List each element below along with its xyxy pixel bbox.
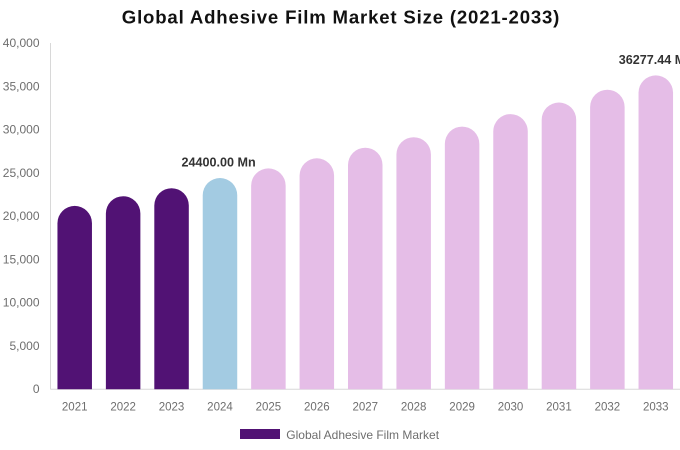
svg-text:20,000: 20,000 [3,209,40,223]
svg-text:Global Adhesive Film Market Si: Global Adhesive Film Market Size (2021-2… [122,6,560,27]
svg-text:2029: 2029 [449,401,475,413]
svg-text:2033: 2033 [643,401,669,413]
svg-text:10,000: 10,000 [3,296,40,310]
svg-text:36277.44 Mn: 36277.44 Mn [619,53,680,67]
svg-text:25,000: 25,000 [3,166,40,180]
svg-text:Global Adhesive Film Market: Global Adhesive Film Market [286,428,439,442]
svg-text:2030: 2030 [498,401,524,413]
svg-text:2024: 2024 [207,401,233,413]
svg-text:2025: 2025 [256,401,282,413]
svg-text:2027: 2027 [352,401,378,413]
svg-text:2028: 2028 [401,401,427,413]
svg-text:24400.00 Mn: 24400.00 Mn [181,155,255,169]
svg-text:0: 0 [33,382,40,396]
svg-text:40,000: 40,000 [3,36,40,50]
svg-text:15,000: 15,000 [3,252,40,266]
svg-text:2032: 2032 [595,401,621,413]
svg-text:2021: 2021 [62,401,88,413]
svg-text:2031: 2031 [546,401,572,413]
svg-text:2026: 2026 [304,401,330,413]
svg-text:5,000: 5,000 [9,339,39,353]
svg-text:2023: 2023 [159,401,185,413]
svg-text:2022: 2022 [110,401,136,413]
svg-text:30,000: 30,000 [3,123,40,137]
svg-text:35,000: 35,000 [3,79,40,93]
